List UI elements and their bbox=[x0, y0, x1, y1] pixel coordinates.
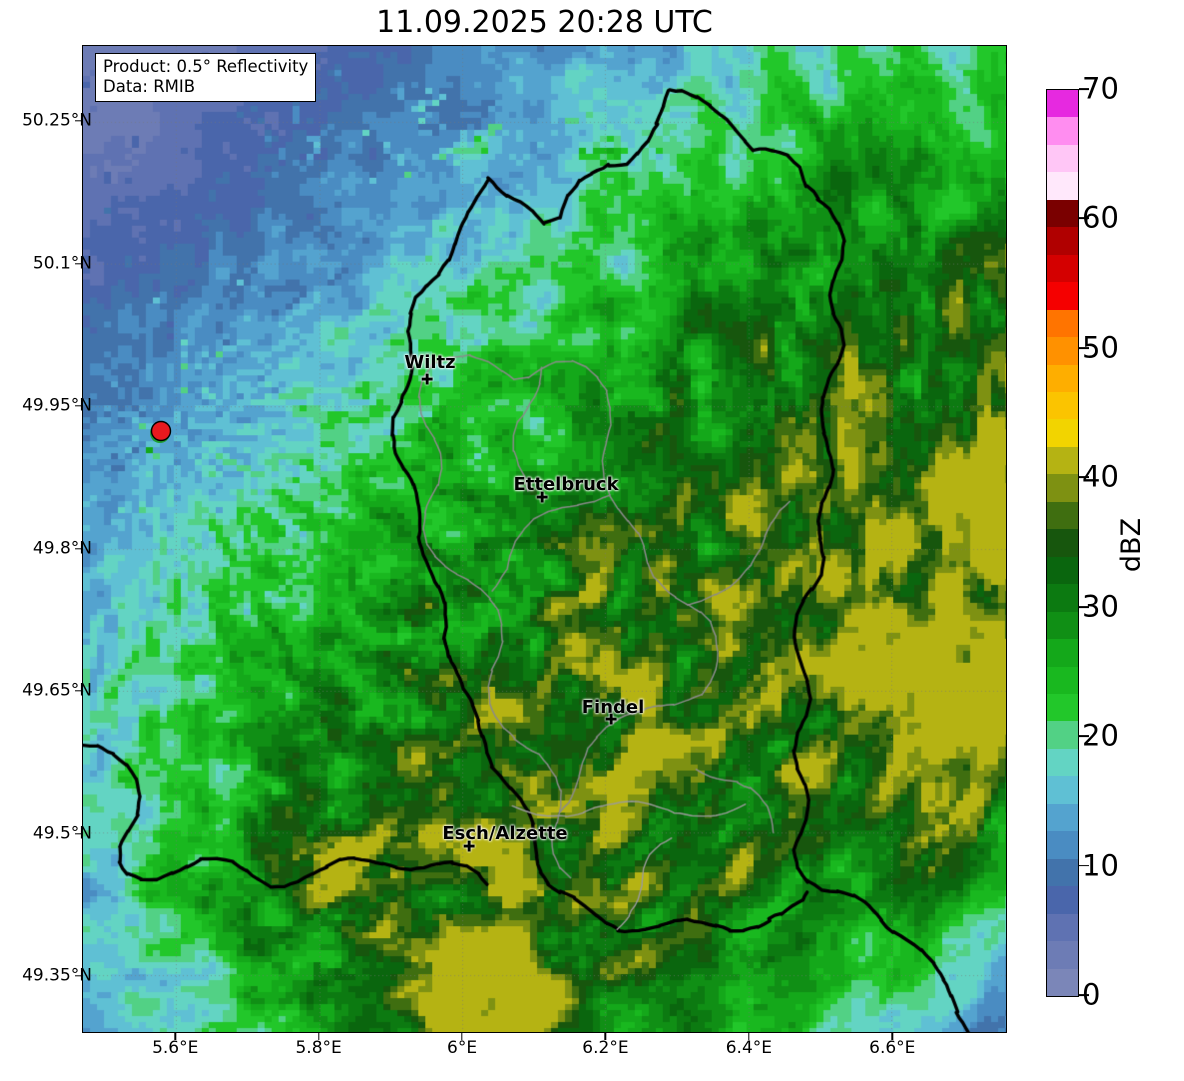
y-tick-label-2: 49.95°N bbox=[22, 395, 92, 416]
x-tickmark-4 bbox=[748, 1033, 750, 1040]
colorbar-band-11 bbox=[1047, 666, 1078, 694]
x-tick-label-5: 6.6°E bbox=[869, 1038, 916, 1058]
x-tick-label-1: 5.8°E bbox=[295, 1038, 342, 1058]
colorbar-band-29 bbox=[1047, 172, 1078, 200]
colorbar-band-30 bbox=[1047, 144, 1078, 173]
y-tick-label-6: 49.35°N bbox=[22, 965, 92, 986]
colorbar-band-1 bbox=[1047, 941, 1078, 969]
colorbar-band-19 bbox=[1047, 446, 1078, 475]
colorbar-tickmark-20 bbox=[1079, 735, 1089, 738]
x-tick-label-2: 6°E bbox=[447, 1038, 478, 1058]
y-tickmark-3 bbox=[75, 547, 82, 550]
colorbar-band-23 bbox=[1047, 337, 1078, 365]
colorbar-band-5 bbox=[1047, 831, 1078, 859]
city-label-ettelbruck: Ettelbruck bbox=[513, 474, 619, 495]
city-marker-ettelbruck: ✚ bbox=[535, 488, 549, 507]
colorbar-band-6 bbox=[1047, 803, 1078, 832]
colorbar[interactable] bbox=[1046, 89, 1079, 997]
colorbar-tickmark-40 bbox=[1079, 476, 1089, 479]
city-marker-esch-alzette: ✚ bbox=[462, 837, 476, 856]
y-tickmark-6 bbox=[75, 975, 82, 977]
colorbar-tick-label-50: 50 bbox=[1082, 330, 1119, 365]
colorbar-band-16 bbox=[1047, 529, 1078, 557]
y-tickmark-0 bbox=[75, 120, 82, 122]
product-line: Product: 0.5° Reflectivity bbox=[103, 57, 309, 76]
colorbar-band-31 bbox=[1047, 117, 1078, 145]
city-label-findel: Findel bbox=[581, 697, 645, 718]
y-tickmark-1 bbox=[75, 262, 82, 265]
colorbar-band-0 bbox=[1047, 968, 1078, 996]
colorbar-band-26 bbox=[1047, 254, 1078, 283]
colorbar-band-12 bbox=[1047, 639, 1078, 667]
colorbar-tickmark-30 bbox=[1079, 605, 1089, 608]
y-tick-label-1: 50.1°N bbox=[32, 253, 92, 273]
colorbar-tick-label-40: 40 bbox=[1082, 459, 1119, 494]
colorbar-tickmark-0 bbox=[1079, 994, 1089, 996]
city-marker-wiltz: ✚ bbox=[420, 370, 434, 389]
colorbar-band-7 bbox=[1047, 776, 1078, 804]
city-label-esch-alzette: Esch/Alzette bbox=[442, 823, 568, 844]
radar-plot-area[interactable]: Product: 0.5° Reflectivity Data: RMIB Wi… bbox=[82, 45, 1007, 1033]
x-tickmark-3 bbox=[604, 1033, 607, 1040]
colorbar-band-20 bbox=[1047, 419, 1078, 447]
page-title: 11.09.2025 20:28 UTC bbox=[376, 5, 713, 40]
colorbar-band-9 bbox=[1047, 721, 1078, 749]
colorbar-tickmark-60 bbox=[1079, 217, 1089, 220]
x-tickmark-2 bbox=[461, 1033, 463, 1040]
colorbar-axis-label: dBZ bbox=[1116, 517, 1147, 573]
colorbar-tickmark-10 bbox=[1079, 864, 1089, 867]
colorbar-tickmark-50 bbox=[1079, 346, 1089, 349]
colorbar-band-15 bbox=[1047, 556, 1078, 585]
colorbar-band-3 bbox=[1047, 886, 1078, 914]
colorbar-band-25 bbox=[1047, 282, 1078, 310]
colorbar-band-24 bbox=[1047, 309, 1078, 338]
x-tick-label-4: 6.4°E bbox=[725, 1038, 772, 1058]
colorbar-band-22 bbox=[1047, 364, 1078, 392]
y-tick-label-4: 49.65°N bbox=[22, 680, 92, 701]
city-label-wiltz: Wiltz bbox=[404, 352, 456, 373]
city-marker-findel: ✚ bbox=[604, 710, 618, 729]
colorbar-tick-label-0: 0 bbox=[1082, 977, 1101, 1012]
colorbar-band-21 bbox=[1047, 391, 1078, 420]
colorbar-tick-label-30: 30 bbox=[1082, 589, 1119, 624]
colorbar-band-4 bbox=[1047, 858, 1078, 887]
map-borders-overlay-canvas bbox=[83, 46, 1006, 1032]
product-info-box: Product: 0.5° Reflectivity Data: RMIB bbox=[95, 53, 317, 102]
colorbar-tick-label-70: 70 bbox=[1082, 71, 1119, 106]
colorbar-tickmark-70 bbox=[1079, 88, 1089, 90]
colorbar-tick-label-20: 20 bbox=[1082, 718, 1119, 753]
radar-site-icon bbox=[150, 420, 172, 443]
x-tickmark-0 bbox=[174, 1033, 176, 1040]
y-tick-label-0: 50.25°N bbox=[22, 110, 92, 131]
y-tickmark-5 bbox=[75, 832, 82, 835]
x-tickmark-1 bbox=[317, 1033, 320, 1040]
colorbar-tick-label-10: 10 bbox=[1082, 848, 1119, 883]
colorbar-band-10 bbox=[1047, 693, 1078, 722]
colorbar-band-17 bbox=[1047, 501, 1078, 530]
colorbar-band-8 bbox=[1047, 748, 1078, 777]
x-tickmark-5 bbox=[891, 1033, 893, 1040]
colorbar-band-32 bbox=[1047, 90, 1078, 118]
y-tick-label-3: 49.8°N bbox=[32, 538, 92, 558]
x-tick-label-3: 6.2°E bbox=[582, 1038, 629, 1058]
x-tick-label-0: 5.6°E bbox=[152, 1038, 199, 1058]
colorbar-tick-label-60: 60 bbox=[1082, 200, 1119, 235]
colorbar-band-28 bbox=[1047, 199, 1078, 228]
y-tick-label-5: 49.5°N bbox=[32, 823, 92, 843]
colorbar-band-18 bbox=[1047, 474, 1078, 502]
colorbar-band-13 bbox=[1047, 611, 1078, 640]
colorbar-band-14 bbox=[1047, 584, 1078, 612]
y-tickmark-4 bbox=[75, 690, 82, 692]
y-tickmark-2 bbox=[75, 405, 82, 407]
colorbar-band-27 bbox=[1047, 227, 1078, 255]
data-source-line: Data: RMIB bbox=[103, 77, 196, 96]
colorbar-band-2 bbox=[1047, 913, 1078, 942]
